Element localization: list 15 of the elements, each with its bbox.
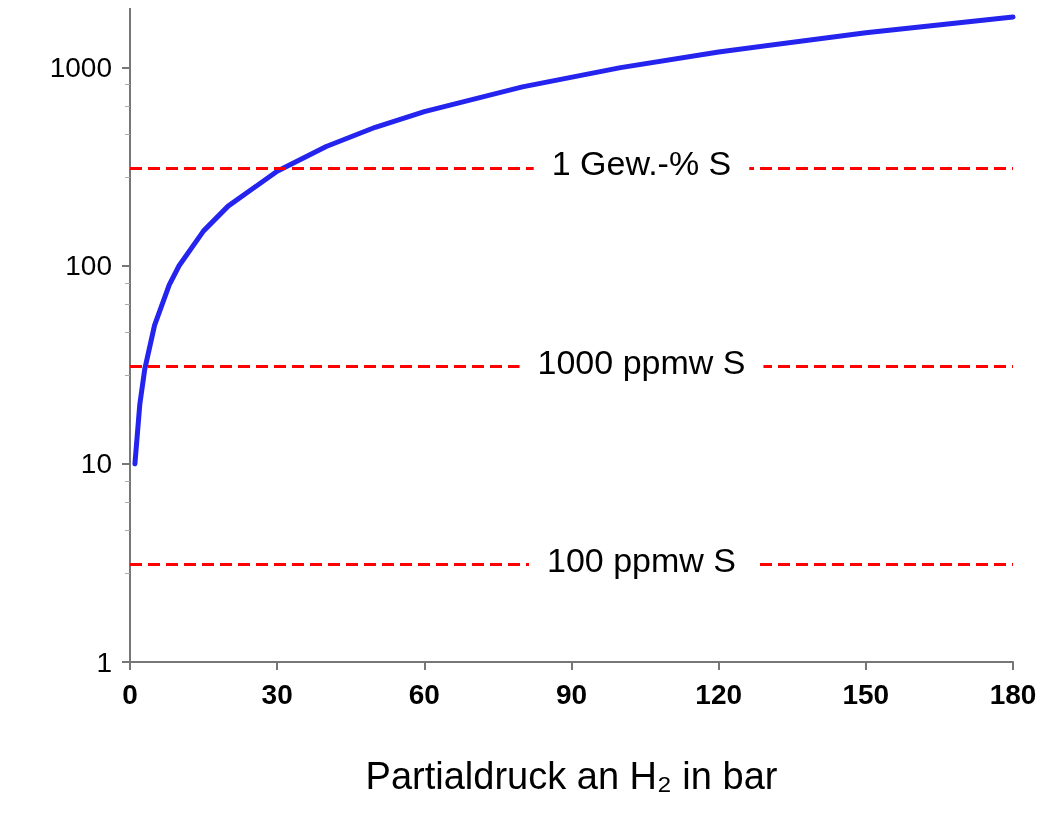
x-tick-label: 120 bbox=[695, 678, 743, 710]
x-tick-label: 90 bbox=[555, 678, 588, 710]
x-tick-label: 30 bbox=[261, 678, 293, 710]
y-tick-label: 1000 bbox=[49, 52, 112, 84]
x-tick-label: 180 bbox=[989, 678, 1037, 710]
x-tick-label: 60 bbox=[408, 678, 440, 710]
y-tick-label: 10 bbox=[80, 448, 112, 480]
y-tick-label: 100 bbox=[65, 250, 112, 282]
y-tick-label: 1 bbox=[96, 646, 112, 678]
ref-line-label: 1000 ppmw S bbox=[537, 342, 746, 381]
x-tick-label: 0 bbox=[122, 678, 138, 710]
x-axis-title: Partialdruck an H₂ in bar bbox=[365, 755, 778, 797]
ref-line-label: 1 Gew.-% S bbox=[551, 144, 732, 183]
x-tick-label: 150 bbox=[842, 678, 890, 710]
ref-line-label: 100 ppmw S bbox=[547, 540, 736, 579]
